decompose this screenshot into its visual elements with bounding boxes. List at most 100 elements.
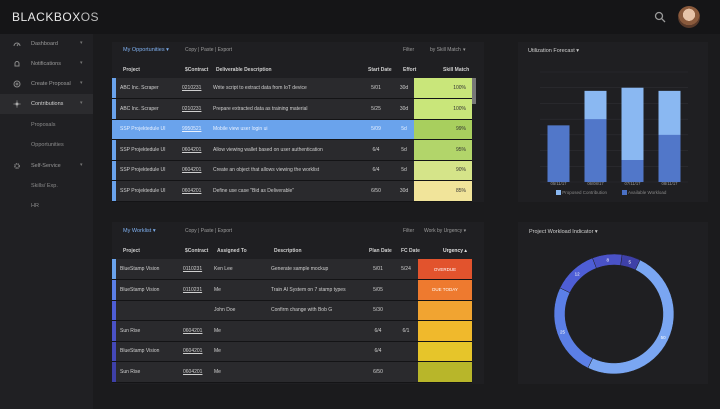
opportunities-filter[interactable]: Filter xyxy=(403,47,415,53)
col-header[interactable]: Deliverable Description xyxy=(216,67,272,73)
col-header[interactable]: Description xyxy=(274,248,302,254)
opportunities-actions[interactable]: Copy | Paste | Export xyxy=(185,47,233,53)
cell-project: ABC Inc. Scraper xyxy=(116,98,178,120)
col-header[interactable]: Effort xyxy=(403,67,417,73)
cell-description: Prepare extracted data as training mater… xyxy=(209,98,358,120)
cell-plan-date: 6/4 xyxy=(362,320,394,342)
workload-panel: Project Workload Indicator ▾ 50 25 12 8 5 xyxy=(518,222,708,384)
col-header[interactable]: Plan Date xyxy=(369,248,392,254)
cell-description xyxy=(267,361,362,383)
legend-item-available: Available Workload xyxy=(622,190,666,196)
table-row[interactable]: BlueStamp Vision 0604201 Me 6/4 xyxy=(112,341,472,362)
col-header[interactable]: $Contract xyxy=(185,248,209,254)
table-row[interactable]: SSP Projektedule UI 0604201 Create an obje… xyxy=(112,160,472,181)
col-header[interactable]: $Contract xyxy=(185,67,209,73)
cell-urgency: DUE TODAY xyxy=(418,279,472,301)
cell-project: SSP Projektedule UI xyxy=(116,160,178,181)
x-tick-label: 07/11/17 xyxy=(625,181,642,186)
worklist-sort[interactable]: Work by Urgency ▾ xyxy=(424,228,467,234)
cell-contract-link[interactable]: 0604201 xyxy=(178,139,209,161)
sidebar-item-dashboard[interactable]: Dashboard ▾ xyxy=(0,34,93,54)
chevron-down-icon: ▾ xyxy=(80,100,83,106)
cell-effort: 5d xyxy=(394,119,414,140)
bar-available xyxy=(658,134,681,182)
col-header[interactable]: Project xyxy=(123,67,140,73)
cell-contract-link[interactable]: 0210231 xyxy=(178,78,209,99)
cell-contract-link[interactable]: 0604201 xyxy=(179,341,210,362)
cell-start-date: 6/4 xyxy=(358,160,394,181)
sidebar-subitem-proposals[interactable]: Proposals xyxy=(31,122,56,128)
sidebar-subitem-hr[interactable]: HR xyxy=(31,203,39,209)
worklist-actions[interactable]: Copy | Paste | Export xyxy=(185,228,233,234)
col-header[interactable]: Skill Match xyxy=(443,67,470,73)
cell-start-date: 6/4 xyxy=(358,139,394,161)
worklist-title[interactable]: My Worklist ▾ xyxy=(123,228,156,234)
col-header[interactable]: Project xyxy=(123,248,140,254)
col-header[interactable]: Start Date xyxy=(368,67,392,73)
cell-skill-match: 95% xyxy=(414,139,472,161)
bar-available xyxy=(621,160,644,182)
sidebar-item-contributions[interactable]: Contributions ▾ xyxy=(0,94,93,114)
table-row[interactable]: ABC Inc. Scraper 0210231 Write script to e… xyxy=(112,78,472,99)
workload-title[interactable]: Project Workload Indicator ▾ xyxy=(529,229,598,235)
user-avatar[interactable] xyxy=(678,6,700,28)
table-row[interactable]: BlueStamp Vision 0110231 Ken Lee Generate s… xyxy=(112,259,472,280)
sidebar-item-label: Dashboard xyxy=(31,41,58,47)
sidebar-subitem-skills[interactable]: Skills/ Exp. xyxy=(31,183,58,189)
utilization-title[interactable]: Utilization Forecast ▾ xyxy=(528,48,580,54)
bar-available xyxy=(584,119,607,182)
table-row[interactable]: Sun Rise 0604201 Me 6/4 6/1 xyxy=(112,320,472,342)
plus-circle-icon xyxy=(13,80,21,88)
cell-description xyxy=(267,320,362,342)
cell-project: BlueStamp Vision xyxy=(116,341,179,362)
table-row[interactable]: BlueStamp Vision 0110231 Me Train AI System… xyxy=(112,279,472,301)
row-accent xyxy=(112,180,116,202)
sidebar-item-create-proposal[interactable]: Create Proposal ▾ xyxy=(0,74,93,94)
cell-fc-date: 6/1 xyxy=(394,320,418,342)
cell-contract-link[interactable]: 0604201 xyxy=(179,361,210,383)
table-row[interactable]: SSP Projektedule UI 9950521 Mobile view us… xyxy=(112,119,472,140)
donut-slice-label: 25 xyxy=(560,329,566,334)
cell-contract-link[interactable]: 9950521 xyxy=(178,119,209,140)
row-accent xyxy=(112,160,116,181)
cell-contract-link[interactable]: 0604201 xyxy=(178,160,209,181)
table-row[interactable]: Sun Rise 0604201 Me 6/50 xyxy=(112,361,472,383)
cell-contract-link[interactable]: 0604201 xyxy=(178,180,209,202)
cell-description: Define use case "Bid as Deliverable" xyxy=(209,180,358,202)
cell-project xyxy=(116,300,179,321)
cell-contract-link[interactable] xyxy=(179,300,210,321)
sidebar-subitem-opportunities[interactable]: Opportunities xyxy=(31,142,64,148)
opportunities-title[interactable]: My Opportunities ▾ xyxy=(123,47,169,53)
scrollbar[interactable] xyxy=(472,78,476,104)
cell-start-date: 5/09 xyxy=(358,119,394,140)
table-row[interactable]: John Doe Confirm change with Bob G 5/30 xyxy=(112,300,472,321)
cell-skill-match: 99% xyxy=(414,119,472,140)
cell-description: Train AI System on 7 stamp types xyxy=(267,279,362,301)
cell-contract-link[interactable]: 0110231 xyxy=(179,279,210,301)
cell-plan-date: 5/05 xyxy=(362,279,394,301)
donut-slice-label: 8 xyxy=(606,257,609,262)
table-row[interactable]: ABC Inc. Scraper 0210231 Prepare extracted… xyxy=(112,98,472,120)
brand-logo[interactable]: BLACKBOXOS xyxy=(12,10,99,24)
opportunities-sort[interactable]: by Skill Match xyxy=(430,47,461,53)
sidebar-item-self-service[interactable]: Self-Service ▾ xyxy=(0,156,93,176)
table-row[interactable]: SSP Projektedule UI 0604201 Allow viewing … xyxy=(112,139,472,161)
cell-plan-date: 5/01 xyxy=(362,259,394,280)
row-accent xyxy=(112,341,116,362)
cell-assigned-to: Me xyxy=(210,361,267,383)
cell-effort: 5d xyxy=(394,160,414,181)
worklist-filter[interactable]: Filter xyxy=(403,228,415,234)
cell-contract-link[interactable]: 0604201 xyxy=(179,320,210,342)
cell-description: Allow viewing wallet based on user authe… xyxy=(209,139,358,161)
cell-fc-date: 5/24 xyxy=(394,259,418,280)
sidebar-item-notifications[interactable]: Notifications ▾ xyxy=(0,54,93,74)
search-icon[interactable] xyxy=(654,11,666,23)
table-row[interactable]: SSP Projektedule UI 0604201 Define use cas… xyxy=(112,180,472,202)
cell-contract-link[interactable]: 0210231 xyxy=(178,98,209,120)
row-accent xyxy=(112,300,116,321)
cell-contract-link[interactable]: 0110231 xyxy=(179,259,210,280)
cell-plan-date: 6/4 xyxy=(362,341,394,362)
col-header-urgency[interactable]: Urgency ▴ xyxy=(443,248,467,254)
col-header[interactable]: FC Date xyxy=(401,248,420,254)
col-header[interactable]: Assigned To xyxy=(217,248,247,254)
